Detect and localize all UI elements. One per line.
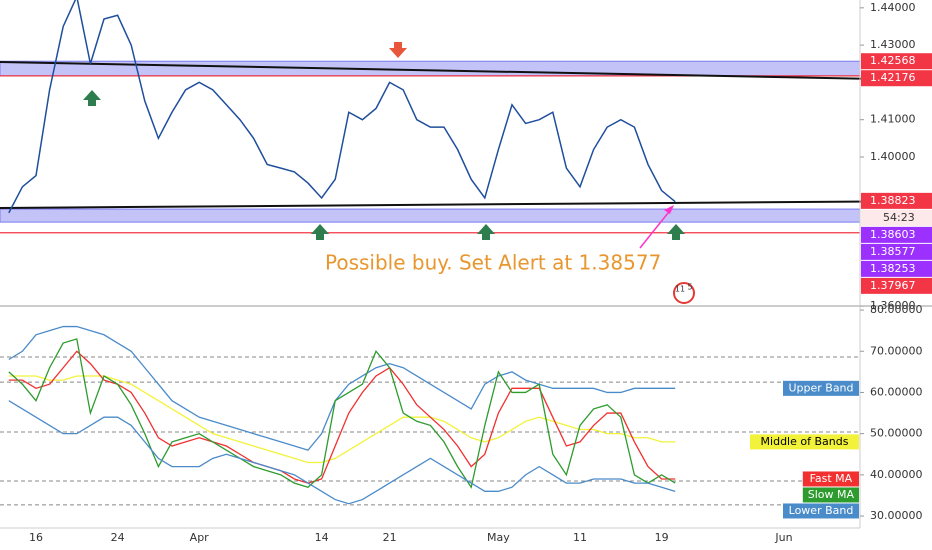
price-tag-label: 1.42176 [870, 71, 916, 84]
legend-label: Slow MA [808, 488, 855, 501]
x-tick-label: 24 [111, 531, 125, 544]
legend-swatch [750, 434, 859, 450]
price-tag-label: 1.38823 [870, 194, 916, 207]
legend-label: Fast MA [810, 472, 853, 485]
price-tag [861, 53, 932, 70]
x-tick-label: 11 [573, 531, 587, 544]
trend-line [0, 200, 932, 209]
x-tick-label: Apr [190, 531, 210, 544]
y-tick-label: 1.36000 [870, 299, 916, 312]
zone [0, 208, 861, 223]
price-tag-label: 1.38253 [870, 262, 916, 275]
y-tick-label: 40.00000 [870, 468, 923, 481]
price-tag [861, 243, 932, 260]
x-tick-label: 19 [655, 531, 669, 544]
buy-arrow [477, 224, 495, 240]
y-tick-label: 1.44000 [870, 1, 916, 14]
price-tag [861, 226, 932, 243]
x-tick-label: Jun [774, 531, 792, 544]
y-tick-label: 70.00000 [870, 344, 923, 357]
pointer-arrow-head [664, 205, 674, 214]
zone [0, 60, 861, 77]
price-tag-label: 1.37967 [870, 279, 916, 292]
countdown-tag [861, 209, 932, 226]
x-tick-label: May [487, 531, 510, 544]
y-tick-label: 1.41000 [870, 113, 916, 126]
line [8, 375, 676, 464]
line [8, 325, 676, 451]
price-tag [861, 277, 932, 294]
event-icon-text: 5 [687, 283, 692, 292]
legend-label: Upper Band [788, 381, 853, 394]
x-tick-label: 21 [383, 531, 397, 544]
price-tag-label: 1.38603 [870, 228, 916, 241]
y-tick-label: 60.00000 [870, 385, 923, 398]
price-tag [861, 70, 932, 87]
legend-swatch [783, 380, 859, 396]
y-tick-label: 30.00000 [870, 509, 923, 522]
line [8, 400, 676, 505]
buy-arrow [667, 224, 685, 240]
buy-arrow [83, 90, 101, 106]
annotation: Possible buy. Set Alert at 1.38577 [325, 251, 661, 275]
legend-swatch [802, 487, 859, 503]
sell-arrow [389, 42, 407, 58]
x-tick-label: 14 [315, 531, 329, 544]
legend-label: Lower Band [789, 504, 854, 517]
x-tick-label: 16 [29, 531, 43, 544]
countdown: 54:23 [883, 211, 915, 224]
trend-line [0, 61, 932, 81]
price-tag-label: 1.42568 [870, 54, 916, 67]
event-icon-text: 11 [675, 285, 685, 294]
price-tag [861, 260, 932, 277]
buy-arrow [311, 224, 329, 240]
y-tick-label: 50.00000 [870, 427, 923, 440]
event-icon [673, 282, 695, 304]
line [8, 350, 676, 484]
line [8, 0, 676, 214]
plot [8, 0, 676, 505]
line [8, 338, 676, 489]
legend-swatch [783, 503, 859, 519]
legend-label: Middle of Bands [761, 435, 849, 448]
y-tick-label: 1.40000 [870, 150, 916, 163]
price-tag [861, 192, 932, 209]
legend-swatch [802, 471, 859, 487]
price-tag-label: 1.38577 [870, 245, 916, 258]
pointer-arrow [639, 207, 673, 249]
y-tick-label: 1.43000 [870, 38, 916, 51]
y-tick-label: 80.00000 [870, 303, 923, 316]
